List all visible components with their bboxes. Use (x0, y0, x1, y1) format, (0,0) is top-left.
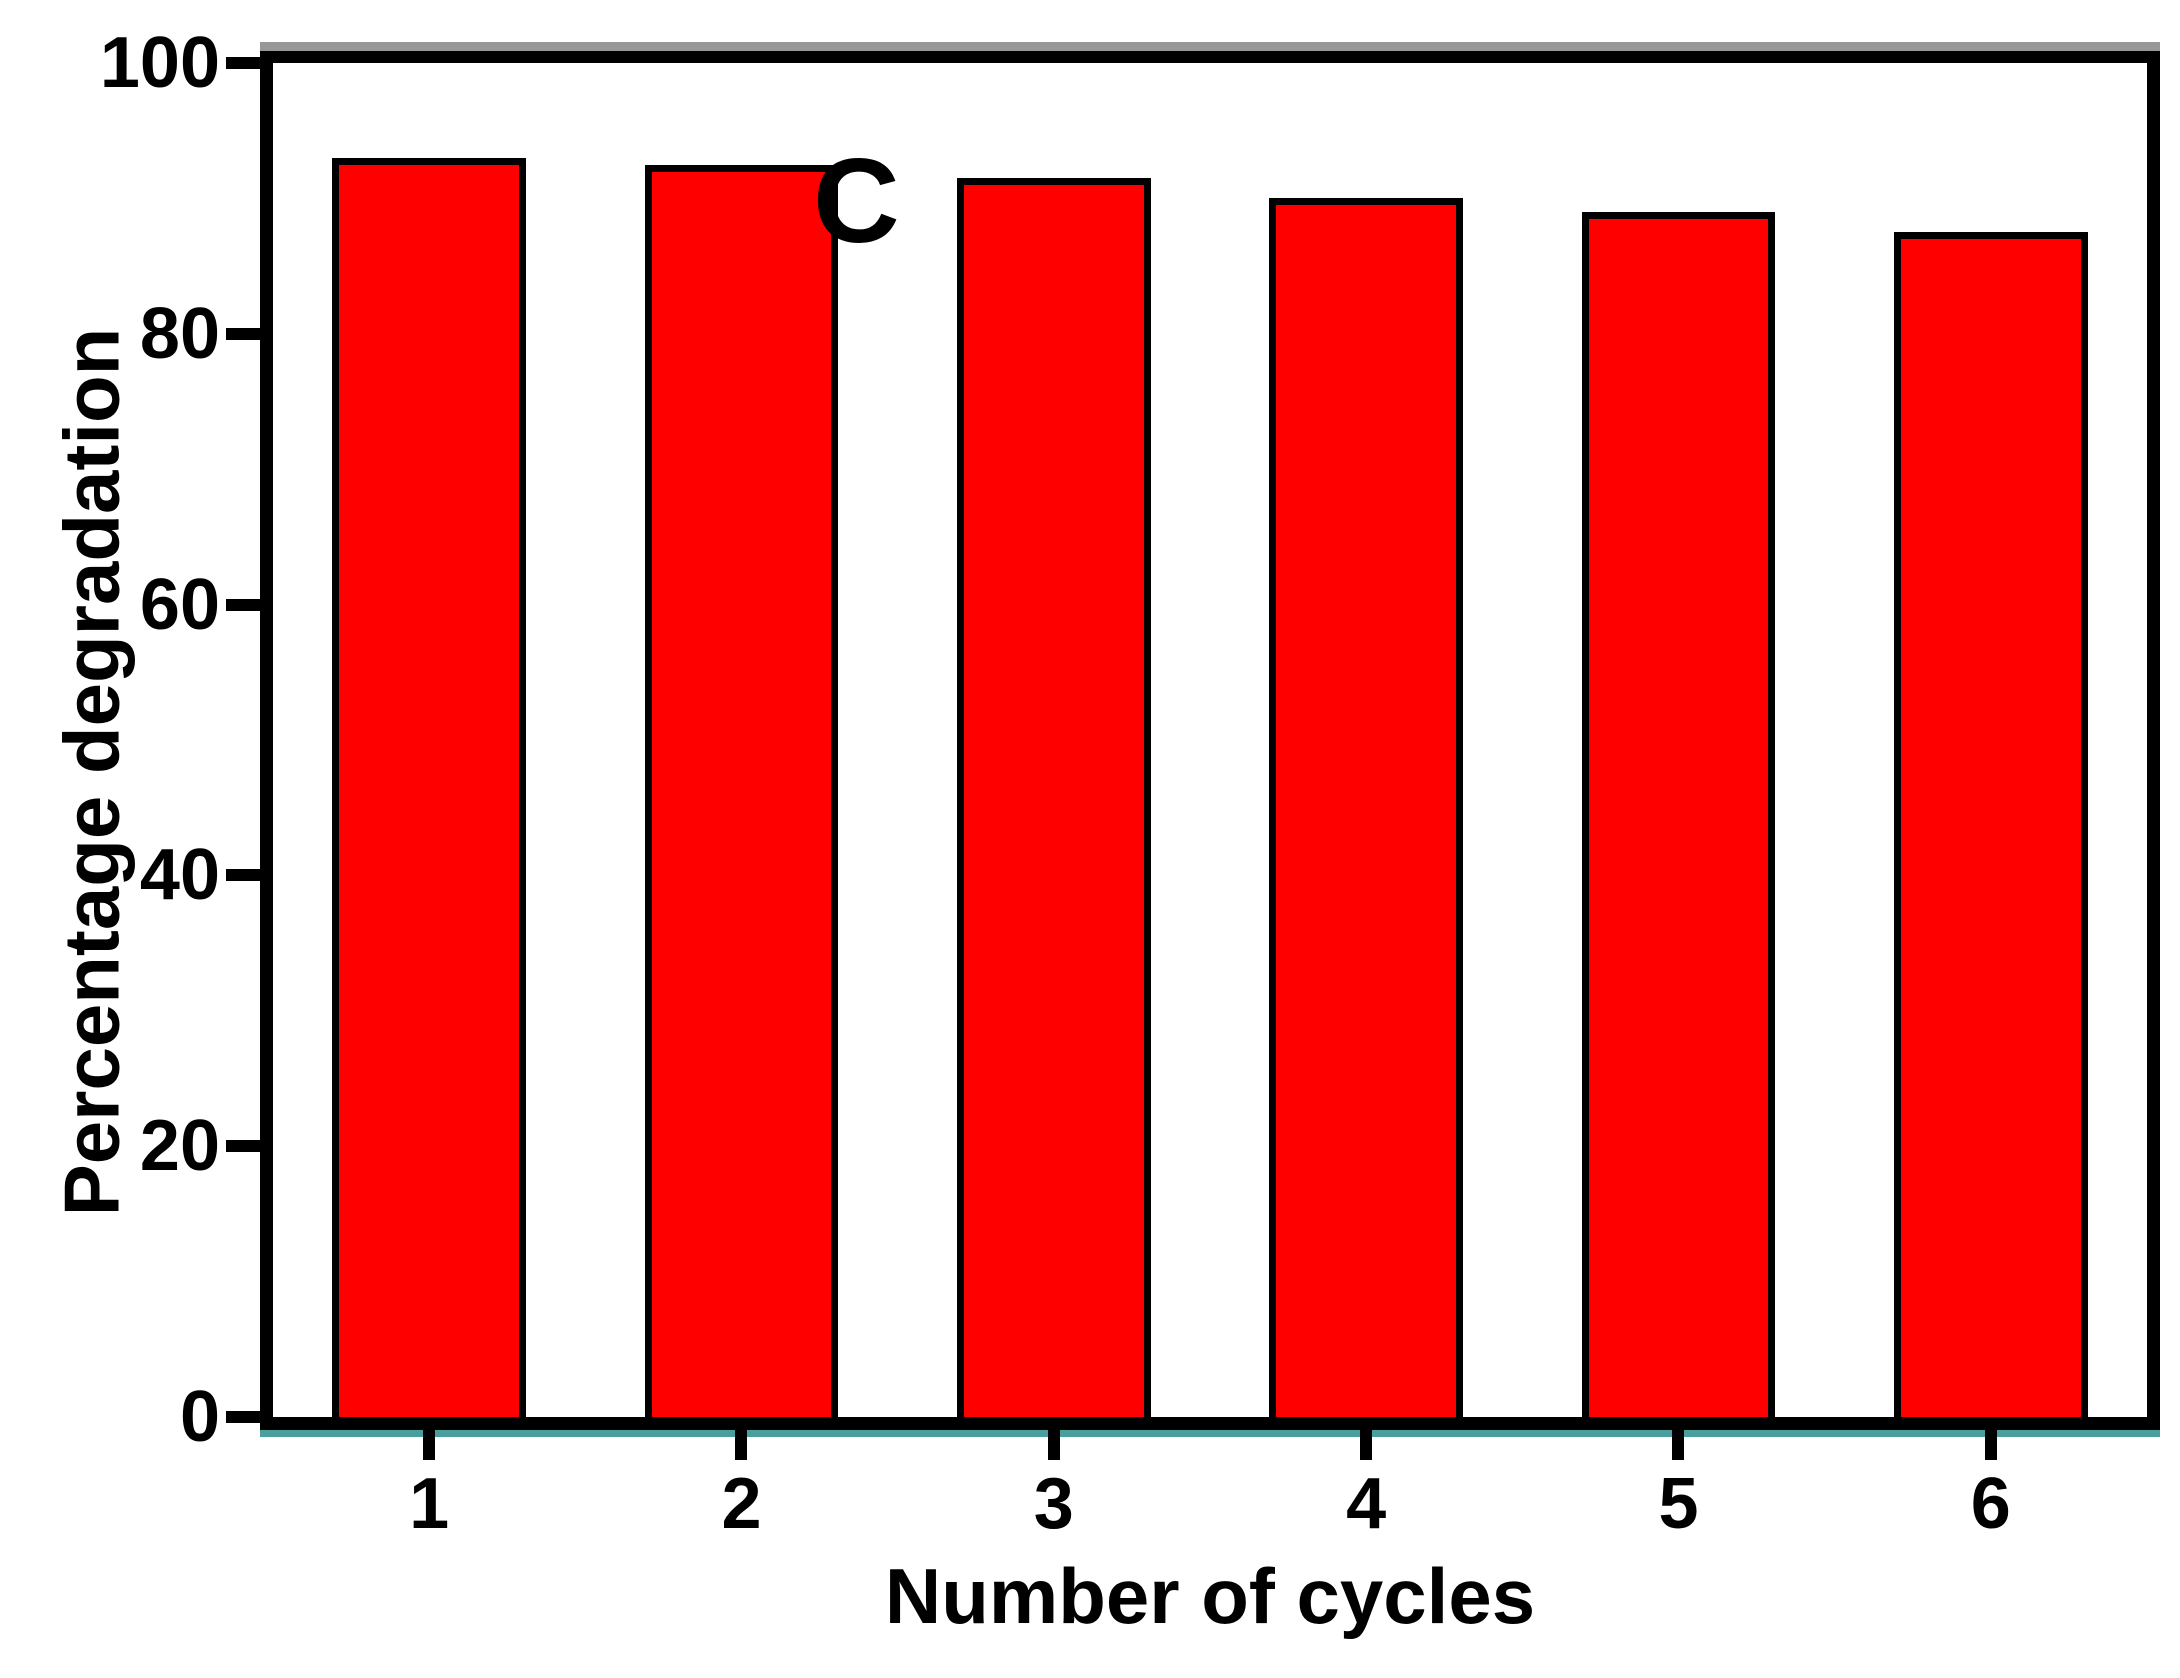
x-tick-label-5: 5 (1658, 1464, 1699, 1544)
x-tick-4 (1360, 1428, 1373, 1460)
x-tick-label-1: 1 (409, 1464, 450, 1544)
y-tick-100 (226, 57, 260, 69)
y-tick-40 (226, 869, 260, 882)
plot-area: C (260, 42, 2160, 1430)
y-tick-label-0: 0 (179, 1377, 220, 1457)
y-tick-label-20: 20 (139, 1106, 220, 1187)
bar-cycle-2 (644, 164, 839, 1417)
x-cell-5: 5 (1522, 1428, 1834, 1544)
x-tick-5 (1672, 1428, 1685, 1460)
x-axis: 1 2 3 4 5 6 (273, 1428, 2147, 1544)
bar-cycle-4 (1269, 198, 1463, 1417)
x-tick-1 (423, 1428, 436, 1460)
x-cell-3: 3 (898, 1428, 1210, 1544)
x-tick-3 (1047, 1428, 1060, 1460)
x-tick-label-4: 4 (1346, 1464, 1387, 1544)
x-tick-label-6: 6 (1970, 1464, 2011, 1544)
bar-band (1210, 63, 1522, 1417)
x-tick-6 (1984, 1428, 1997, 1460)
frame-top-highlight (260, 42, 2160, 51)
y-tick-60 (226, 598, 260, 611)
x-cell-2: 2 (585, 1428, 897, 1544)
x-cell-1: 1 (273, 1428, 585, 1544)
bar-band (273, 63, 585, 1417)
y-tick-80 (226, 327, 260, 340)
x-cell-4: 4 (1210, 1428, 1522, 1544)
bars-container (273, 63, 2147, 1417)
baseline-accent-line (260, 1430, 2160, 1437)
y-tick-0 (226, 1411, 260, 1423)
y-tick-20 (226, 1140, 260, 1153)
y-axis-title: Percentage degradation (47, 327, 136, 1217)
y-tick-label-80: 80 (139, 293, 220, 374)
bar-cycle-6 (1893, 232, 2088, 1417)
bar-cycle-5 (1581, 211, 1776, 1417)
x-axis-title: Number of cycles (884, 1552, 1536, 1640)
y-tick-label-60: 60 (139, 564, 220, 645)
bar-band (1835, 63, 2147, 1417)
y-tick-label-100: 100 (99, 23, 220, 103)
x-tick-label-2: 2 (721, 1464, 762, 1544)
bar-band (1522, 63, 1834, 1417)
bar-band (898, 63, 1210, 1417)
panel-label: C (813, 134, 900, 268)
bar-band (585, 63, 897, 1417)
bar-cycle-3 (957, 178, 1151, 1417)
bar-cycle-1 (332, 157, 526, 1417)
x-tick-label-3: 3 (1033, 1464, 1074, 1544)
x-cell-6: 6 (1835, 1428, 2147, 1544)
y-tick-label-40: 40 (139, 835, 220, 916)
x-tick-2 (735, 1428, 748, 1460)
